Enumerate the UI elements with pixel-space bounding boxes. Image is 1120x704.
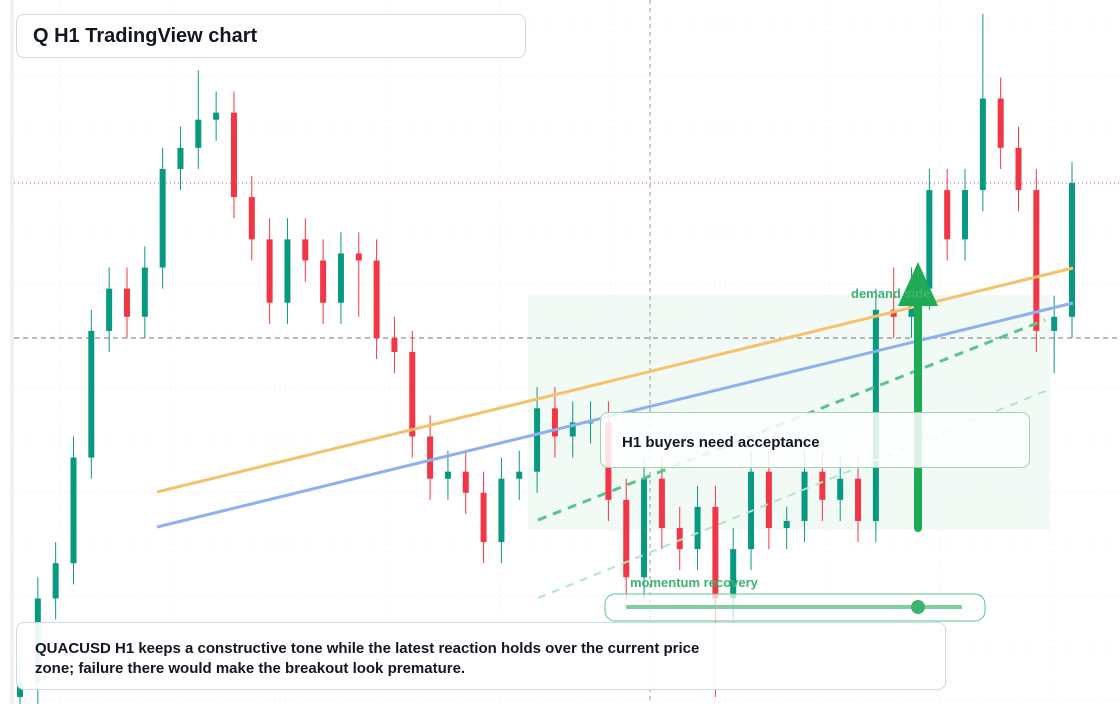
candle-body	[302, 239, 309, 261]
candle-body	[783, 520, 790, 528]
candle-body	[195, 119, 202, 148]
candle-body	[1069, 183, 1075, 317]
candle-body	[569, 422, 576, 437]
candle-body	[159, 168, 166, 268]
candle-body	[498, 478, 505, 543]
candle-body	[694, 506, 701, 550]
candle-body	[765, 471, 772, 528]
candle-body	[641, 478, 648, 578]
candle-body	[1015, 147, 1022, 191]
candle-body	[337, 253, 344, 303]
candle-body	[177, 147, 184, 169]
candle-body	[409, 352, 416, 437]
candle-body	[997, 98, 1004, 148]
candle-body	[623, 499, 630, 578]
candle-body	[730, 549, 737, 599]
candle-body	[266, 239, 273, 303]
candle-body	[123, 288, 130, 317]
candle-body	[926, 190, 933, 289]
candle-body	[373, 260, 380, 338]
candle-body	[106, 288, 113, 331]
candle-body	[391, 337, 398, 352]
candle-body	[837, 478, 844, 500]
candle-body	[52, 563, 59, 599]
candle-body	[587, 422, 594, 424]
candle-body	[230, 112, 237, 198]
candle-body	[213, 112, 220, 120]
candle-body	[1051, 316, 1058, 331]
demand-label: demand side	[851, 286, 931, 301]
momentum-label: momentum recovery	[630, 575, 758, 590]
candle-body	[712, 506, 719, 599]
candle-body	[320, 260, 327, 303]
callout: H1 buyers need acceptance	[600, 412, 1030, 468]
slider-knob[interactable]	[911, 600, 925, 614]
candle-body	[658, 478, 665, 528]
candle-body	[88, 330, 95, 458]
candle-body	[819, 471, 826, 500]
candle-body	[979, 98, 986, 191]
arrow-head	[898, 262, 938, 306]
left-edge	[10, 0, 14, 704]
candle-body	[801, 471, 808, 521]
candle-body	[480, 492, 487, 543]
candle-body	[427, 436, 434, 479]
title: Q H1 TradingView chart	[33, 25, 258, 47]
candle-body	[855, 478, 862, 521]
channel-line-lower	[537, 389, 1049, 599]
candle-body	[462, 471, 469, 493]
candle-body	[516, 471, 523, 479]
note-text: QUACUSD H1 keeps a constructive tone whi…	[35, 640, 700, 677]
candle-body	[534, 408, 541, 472]
callout-text: H1 buyers need acceptance	[622, 434, 820, 451]
candle-body	[248, 197, 255, 240]
candle-body	[676, 528, 683, 550]
candle-body	[1033, 190, 1040, 331]
candle-body	[944, 190, 951, 240]
note-box: QUACUSD H1 keeps a constructive tone whi…	[16, 622, 946, 690]
candle-body	[355, 253, 362, 261]
candle-body	[444, 471, 451, 479]
candle-body	[962, 190, 969, 240]
candle-body	[141, 267, 148, 317]
candle-body	[70, 457, 77, 564]
candle-body	[551, 408, 558, 437]
title-box: Q H1 TradingView chart	[16, 14, 526, 58]
candle-body	[284, 239, 291, 303]
candle-body	[17, 682, 23, 697]
